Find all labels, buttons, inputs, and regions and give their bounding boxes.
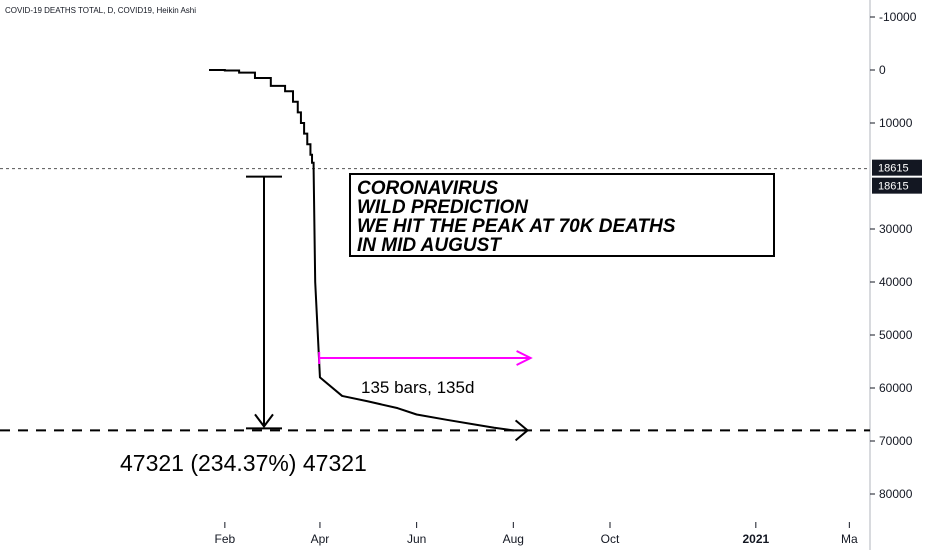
callout-line-1: CORONAVIRUS bbox=[357, 178, 499, 199]
callout-line-2: WILD PREDICTION bbox=[357, 197, 528, 218]
drawings-layer[interactable] bbox=[246, 175, 533, 430]
date-range-label: 135 bars, 135d bbox=[361, 378, 475, 397]
y-tick-label: 80000 bbox=[879, 487, 913, 501]
actual-deaths-line bbox=[209, 69, 315, 169]
y-tick-label: -10000 bbox=[879, 10, 917, 24]
price-range-label: 47321 (234.37%) 47321 bbox=[120, 450, 367, 476]
projection-arrowhead bbox=[514, 419, 530, 442]
time-axis[interactable]: Feb Apr Jun Aug Oct 2021 Ma bbox=[215, 522, 858, 546]
price-tag bbox=[872, 177, 922, 194]
x-tick-label: 2021 bbox=[742, 532, 769, 546]
x-tick-label: Aug bbox=[503, 532, 524, 546]
x-tick-label: Feb bbox=[215, 532, 236, 546]
x-tick-label: Oct bbox=[601, 532, 620, 546]
horizontal-levels: 18615 18615 bbox=[0, 159, 922, 432]
y-tick-label: 40000 bbox=[879, 275, 913, 289]
y-tick-label: 30000 bbox=[879, 222, 913, 236]
range-arrowhead bbox=[516, 350, 533, 366]
chart-title: COVID-19 DEATHS TOTAL, D, COVID19, Heiki… bbox=[5, 6, 197, 15]
y-tick-label: 50000 bbox=[879, 328, 913, 342]
x-tick-label: Apr bbox=[311, 532, 330, 546]
callout-line-3: WE HIT THE PEAK AT 70K DEATHS bbox=[357, 216, 676, 237]
price-tag-label: 18615 bbox=[878, 181, 909, 193]
callout-line-4: IN MID AUGUST bbox=[357, 235, 501, 256]
y-tick-label: 10000 bbox=[879, 116, 913, 130]
prediction-callout[interactable]: CORONAVIRUS WILD PREDICTION WE HIT THE P… bbox=[349, 173, 775, 257]
price-tag-label: 18615 bbox=[878, 163, 909, 175]
x-tick-label: Ma bbox=[841, 532, 858, 546]
price-tag bbox=[872, 159, 922, 176]
y-tick-label: 70000 bbox=[879, 434, 913, 448]
price-axis[interactable]: -10000 0 10000 30000 40000 50000 60000 70000 800… bbox=[869, 0, 917, 550]
x-tick-label: Jun bbox=[407, 532, 426, 546]
y-tick-label: 60000 bbox=[879, 381, 913, 395]
y-tick-label: 0 bbox=[879, 63, 886, 77]
measure-arrowhead bbox=[254, 413, 274, 429]
